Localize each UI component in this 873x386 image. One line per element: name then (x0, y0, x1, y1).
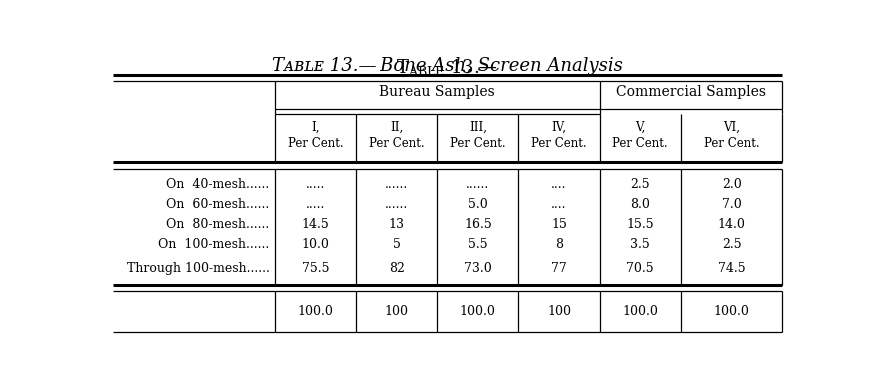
Text: I,
Per Cent.: I, Per Cent. (288, 120, 343, 151)
Text: 74.5: 74.5 (718, 262, 746, 275)
Text: 8: 8 (555, 238, 563, 251)
Text: 77: 77 (551, 262, 567, 275)
Text: 100: 100 (385, 305, 409, 318)
Text: 15: 15 (551, 218, 567, 231)
Text: 100.0: 100.0 (622, 305, 658, 318)
Text: 73.0: 73.0 (464, 262, 491, 275)
Text: 75.5: 75.5 (302, 262, 329, 275)
Text: 100: 100 (547, 305, 571, 318)
Text: VI,
Per Cent.: VI, Per Cent. (704, 120, 760, 151)
Text: 70.5: 70.5 (627, 262, 654, 275)
Text: ......: ...... (466, 178, 490, 191)
Text: On  80-mesh......: On 80-mesh...... (166, 218, 270, 231)
Text: ......: ...... (385, 178, 409, 191)
Text: Through 100-mesh......: Through 100-mesh...... (127, 262, 270, 275)
Text: 3.5: 3.5 (630, 238, 650, 251)
Text: On  60-mesh......: On 60-mesh...... (166, 198, 270, 211)
Text: 16.5: 16.5 (464, 218, 491, 231)
Text: III,
Per Cent.: III, Per Cent. (450, 120, 505, 151)
Text: 5.5: 5.5 (468, 238, 488, 251)
Text: 5: 5 (393, 238, 401, 251)
Text: 13: 13 (388, 218, 405, 231)
Text: 100.0: 100.0 (298, 305, 333, 318)
Text: 7.0: 7.0 (722, 198, 741, 211)
Text: 5.0: 5.0 (468, 198, 488, 211)
Text: 14.5: 14.5 (301, 218, 329, 231)
Text: ....: .... (551, 198, 567, 211)
Text: V,
Per Cent.: V, Per Cent. (613, 120, 668, 151)
Text: II,
Per Cent.: II, Per Cent. (369, 120, 424, 151)
Text: On  40-mesh......: On 40-mesh...... (166, 178, 270, 191)
Text: ......: ...... (385, 198, 409, 211)
Text: 82: 82 (388, 262, 404, 275)
Text: IV,
Per Cent.: IV, Per Cent. (532, 120, 587, 151)
Text: 100.0: 100.0 (713, 305, 750, 318)
Text: 2.0: 2.0 (722, 178, 741, 191)
Text: 2.5: 2.5 (722, 238, 741, 251)
Text: Tᴀʙʟᴇ 13.— Bone Ash, Screen Analysis: Tᴀʙʟᴇ 13.— Bone Ash, Screen Analysis (272, 57, 622, 75)
Text: 14.0: 14.0 (718, 218, 746, 231)
Text: 10.0: 10.0 (301, 238, 329, 251)
Text: .....: ..... (306, 198, 325, 211)
Text: Commercial Samples: Commercial Samples (616, 85, 766, 99)
Text: 8.0: 8.0 (630, 198, 650, 211)
Text: .....: ..... (306, 178, 325, 191)
Text: 15.5: 15.5 (627, 218, 654, 231)
Text: On  100-mesh......: On 100-mesh...... (158, 238, 270, 251)
Text: ....: .... (551, 178, 567, 191)
Text: 2.5: 2.5 (630, 178, 650, 191)
Text: $\mathregular{T}_{\mathregular{ABLE}}$ 13.—: $\mathregular{T}_{\mathregular{ABLE}}$ 1… (396, 57, 498, 78)
Text: Bureau Samples: Bureau Samples (380, 85, 495, 99)
Text: 100.0: 100.0 (460, 305, 496, 318)
